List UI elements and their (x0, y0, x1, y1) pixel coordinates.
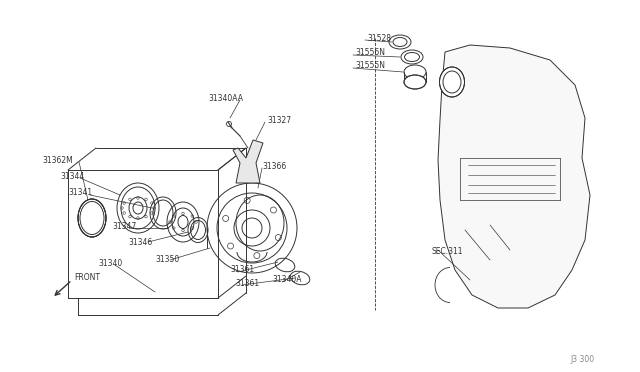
Text: 31340: 31340 (98, 260, 122, 269)
Polygon shape (233, 140, 263, 183)
Text: 31341: 31341 (68, 187, 92, 196)
Text: 31340A: 31340A (272, 276, 301, 285)
Polygon shape (438, 45, 590, 308)
Text: 31555N: 31555N (355, 61, 385, 70)
Text: FRONT: FRONT (74, 273, 100, 282)
Ellipse shape (404, 75, 426, 89)
Text: SEC.311: SEC.311 (432, 247, 463, 257)
Text: 31361: 31361 (235, 279, 259, 289)
Text: J3 300: J3 300 (571, 356, 595, 365)
Text: 31556N: 31556N (355, 48, 385, 57)
Text: 31346: 31346 (128, 237, 152, 247)
Text: 31327: 31327 (267, 115, 291, 125)
Text: 31347: 31347 (112, 221, 136, 231)
Text: 31361: 31361 (230, 266, 254, 275)
Ellipse shape (80, 202, 104, 234)
Text: 31344: 31344 (60, 171, 84, 180)
Ellipse shape (440, 67, 465, 97)
Text: 31362M: 31362M (42, 155, 73, 164)
Text: 31528: 31528 (367, 33, 391, 42)
Text: 31350: 31350 (155, 256, 179, 264)
Text: 31366: 31366 (262, 161, 286, 170)
Text: 31340AA: 31340AA (208, 93, 243, 103)
